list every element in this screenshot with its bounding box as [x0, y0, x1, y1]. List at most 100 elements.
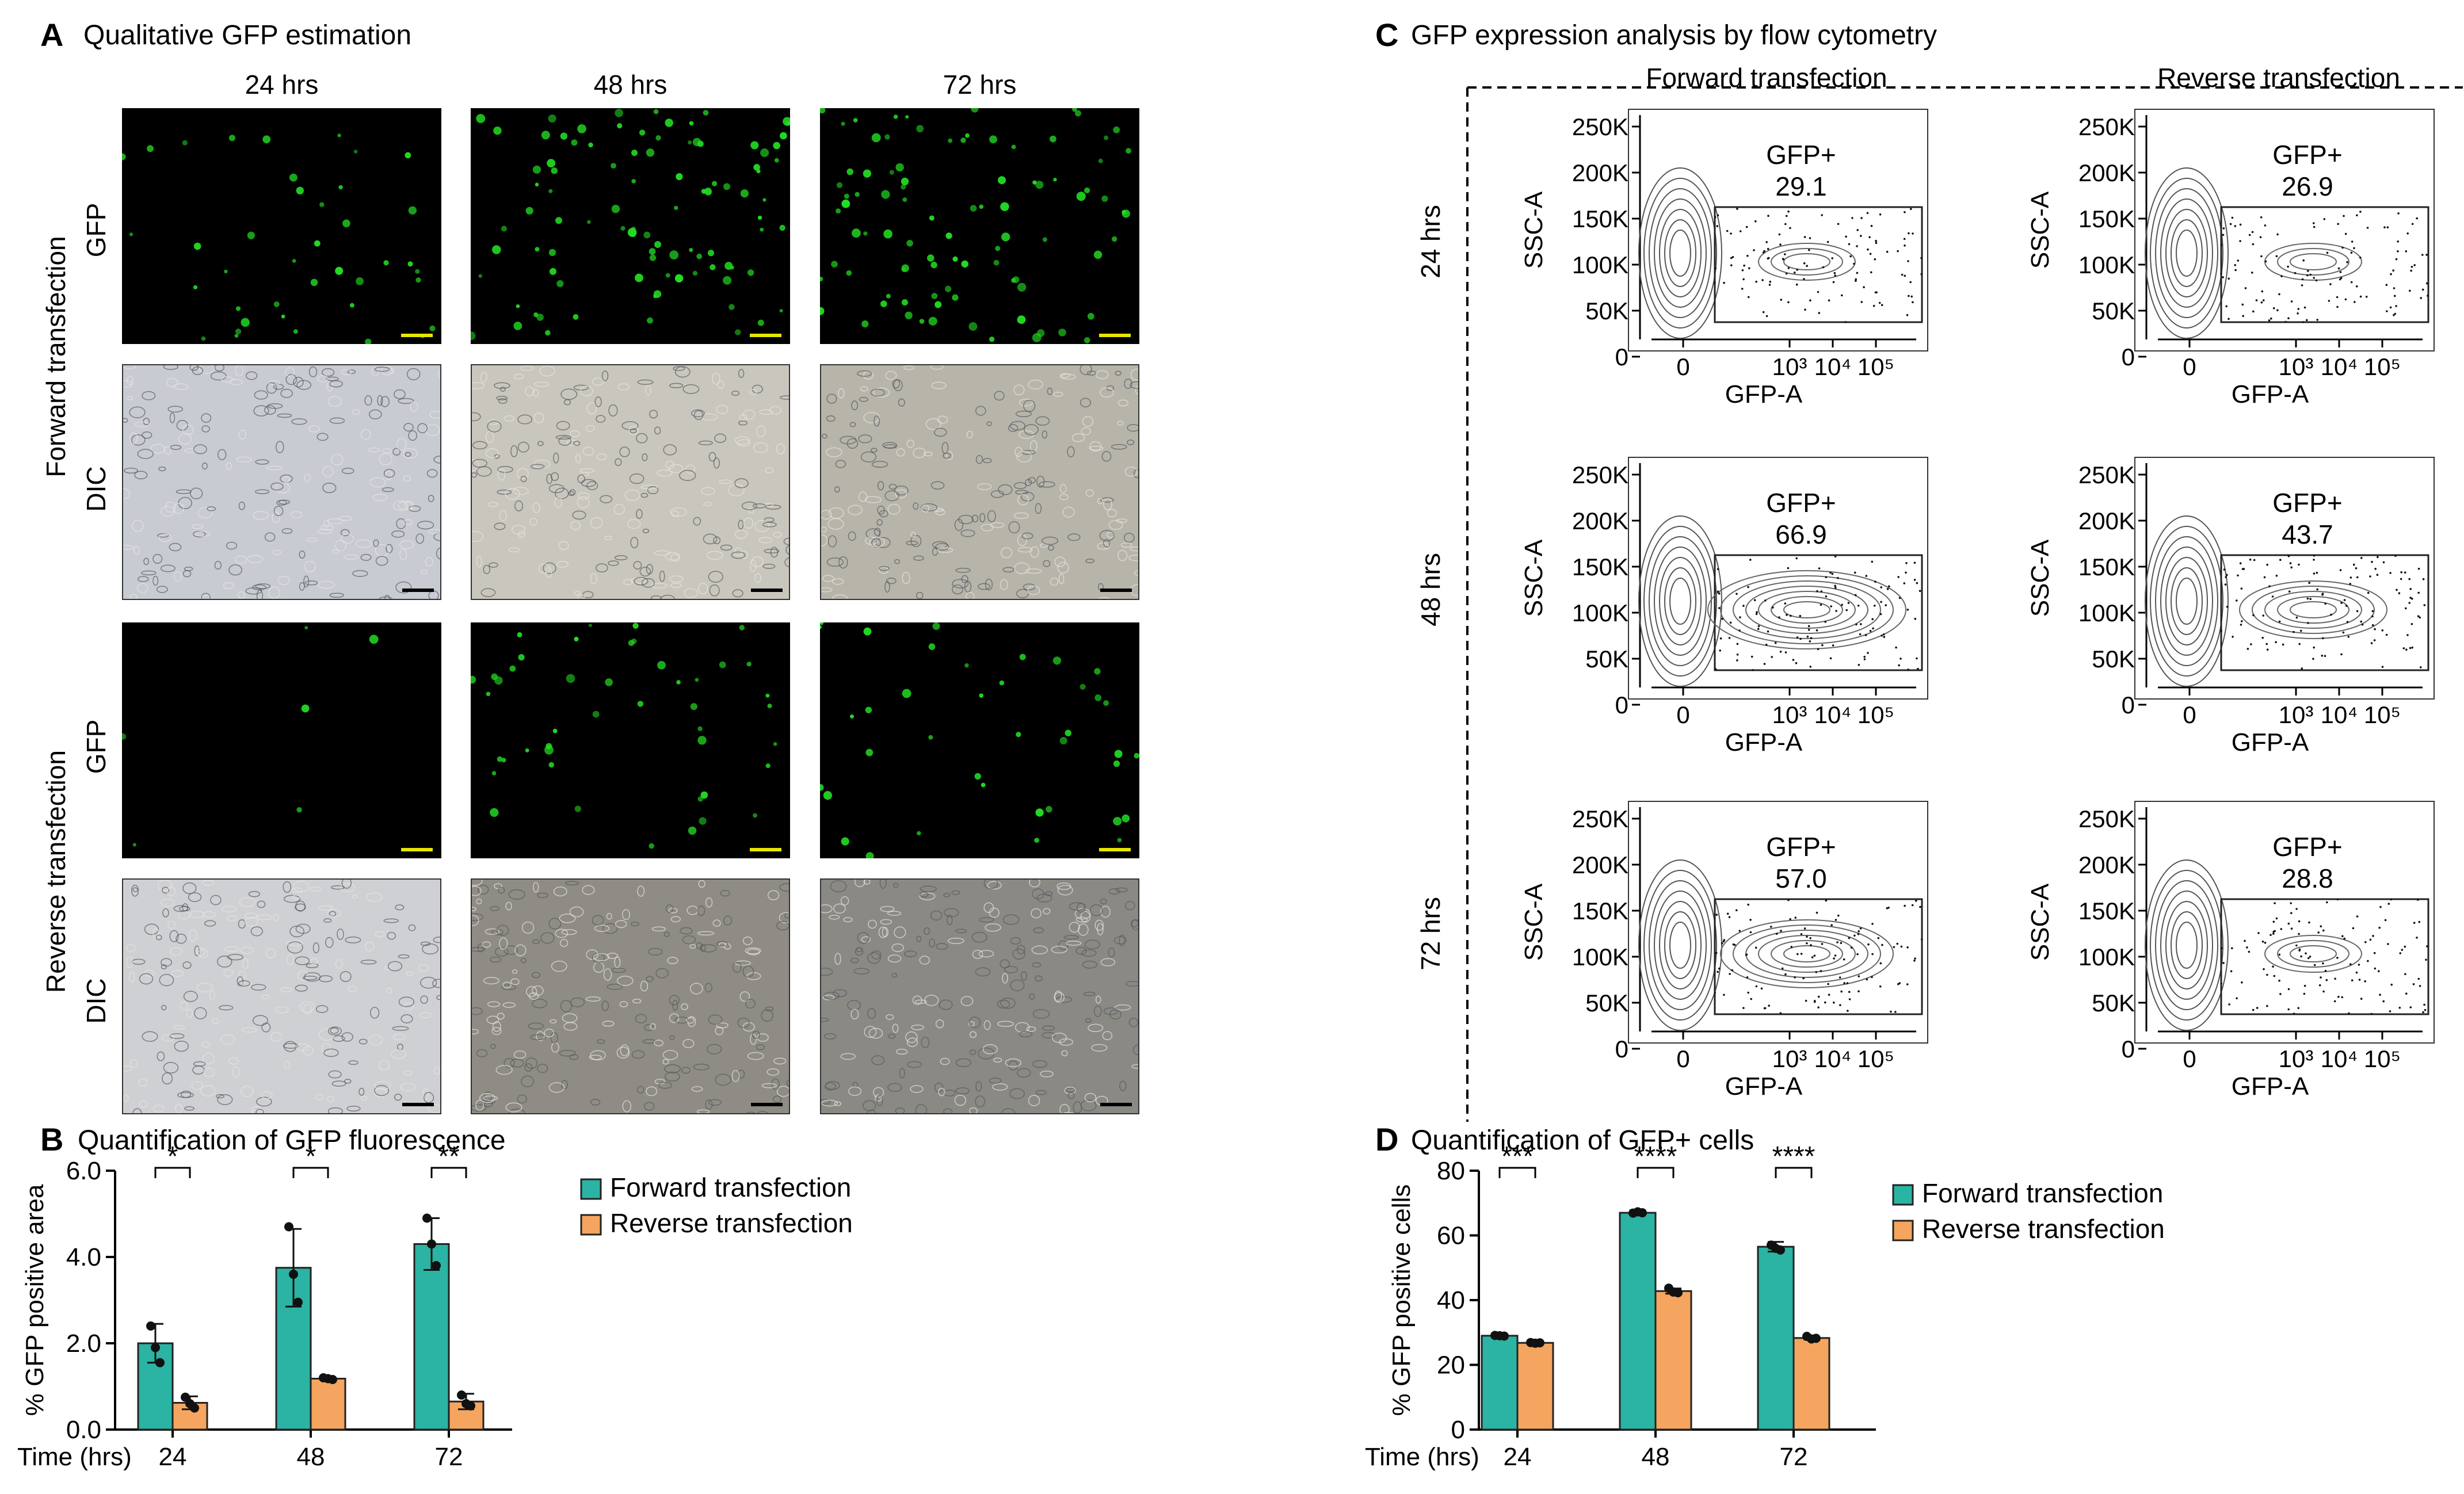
- bar: [1654, 1290, 1692, 1431]
- gfp-cell: [906, 240, 913, 247]
- x-axis-label: Time (hrs): [17, 1443, 132, 1471]
- contour-positive: [1720, 919, 1894, 988]
- event-dot: [2222, 276, 2224, 278]
- event-dot: [1795, 283, 1798, 286]
- dic-cell: [1016, 450, 1032, 463]
- dic-cell: [615, 458, 622, 467]
- event-dot: [1728, 916, 1731, 918]
- dic-cell: [348, 1060, 358, 1065]
- event-dot: [1857, 930, 1860, 933]
- dic-cell: [947, 914, 953, 926]
- dic-cell: [715, 1026, 724, 1036]
- dic-cell: [156, 586, 168, 593]
- event-dot: [1729, 621, 1732, 624]
- flow-x-tick-label: 10⁵: [1857, 701, 1894, 728]
- gfp-cell: [501, 758, 506, 763]
- dic-cell: [225, 463, 232, 470]
- dic-cell: [270, 482, 284, 491]
- event-dot: [2408, 602, 2410, 604]
- dic-cell: [840, 435, 857, 445]
- dic-cell: [489, 957, 502, 963]
- event-dot: [2290, 300, 2293, 303]
- dic-cell: [1108, 947, 1115, 958]
- dic-cell: [403, 1070, 413, 1076]
- dic-cell: [358, 1038, 368, 1045]
- gfp-cell: [863, 627, 872, 636]
- event-dot: [2237, 574, 2239, 577]
- event-dot: [1857, 605, 1860, 607]
- dic-cell: [1002, 972, 1008, 984]
- event-dot: [1731, 969, 1734, 972]
- gfp-cell: [665, 119, 673, 127]
- flow-y-tick-label: 250K: [1572, 113, 1628, 140]
- event-dot: [1913, 579, 1916, 581]
- dic-cell: [821, 904, 833, 914]
- gfp-cell: [688, 140, 692, 145]
- dic-texture: [472, 365, 789, 599]
- event-dot: [1796, 269, 1799, 271]
- dic-cell: [664, 1064, 681, 1073]
- event-dot: [2272, 965, 2274, 968]
- event-dot: [2234, 269, 2237, 272]
- event-dot: [1866, 212, 1869, 215]
- dic-cell: [191, 524, 204, 529]
- gfp-cell: [335, 266, 344, 275]
- dic-cell: [561, 929, 577, 935]
- dic-cell: [202, 1053, 215, 1065]
- dic-cell: [201, 413, 212, 423]
- dic-cell: [537, 1064, 548, 1073]
- contour-negative: [1659, 901, 1702, 989]
- dic-cell: [275, 483, 291, 494]
- gfp-cell: [1017, 315, 1026, 324]
- dic-cell: [893, 379, 903, 391]
- dic-cell: [821, 587, 833, 593]
- event-dot: [2302, 321, 2304, 323]
- flow-y-axis-label: SSC-A: [2026, 883, 2054, 961]
- dic-cell: [487, 1001, 501, 1007]
- dic-cell: [1117, 549, 1128, 561]
- event-dot: [2253, 559, 2256, 561]
- event-dot: [1831, 257, 1833, 259]
- flow-y-tick-label: 150K: [1572, 897, 1628, 924]
- dic-cell: [499, 937, 508, 950]
- dic-cell: [979, 917, 995, 923]
- gfp-cell: [517, 632, 522, 637]
- gfp-gate: [1714, 206, 1923, 323]
- dic-cell: [182, 961, 192, 969]
- dic-cell: [935, 509, 945, 515]
- gfp-cell: [605, 678, 613, 686]
- event-dot: [1837, 223, 1840, 226]
- dic-cell: [516, 468, 529, 479]
- dic-cell: [745, 999, 756, 1009]
- event-dot: [1860, 217, 1863, 219]
- gfp-cell: [611, 163, 616, 169]
- event-dot: [1818, 312, 1821, 314]
- event-dot: [2371, 624, 2374, 626]
- event-dot: [2404, 945, 2406, 948]
- dic-cell: [530, 464, 545, 469]
- dic-cell: [214, 560, 222, 570]
- dic-cell: [1059, 494, 1069, 500]
- legend-label: Reverse transfection: [1922, 1214, 2165, 1244]
- dic-cell: [175, 1103, 183, 1113]
- event-dot: [2287, 317, 2290, 319]
- event-dot: [2227, 318, 2230, 320]
- dic-cell: [192, 366, 204, 375]
- data-point: [284, 1222, 293, 1232]
- dic-cell: [986, 421, 992, 426]
- dic-cell: [123, 545, 134, 551]
- event-dot: [1718, 607, 1721, 609]
- event-dot: [1738, 930, 1741, 932]
- event-dot: [2423, 1003, 2425, 1006]
- dic-cell: [1000, 998, 1016, 1009]
- contour-negative: [1649, 880, 1712, 1010]
- event-dot: [1909, 281, 1912, 284]
- gfp-cells: [820, 108, 1131, 343]
- dic-cell: [514, 500, 524, 511]
- flow-y-axis-label: SSC-A: [1520, 539, 1548, 617]
- event-dot: [1875, 242, 1878, 244]
- event-dot: [1888, 585, 1890, 587]
- dic-cell: [651, 583, 668, 589]
- event-dot: [1749, 931, 1752, 934]
- dic-cell: [602, 1021, 615, 1027]
